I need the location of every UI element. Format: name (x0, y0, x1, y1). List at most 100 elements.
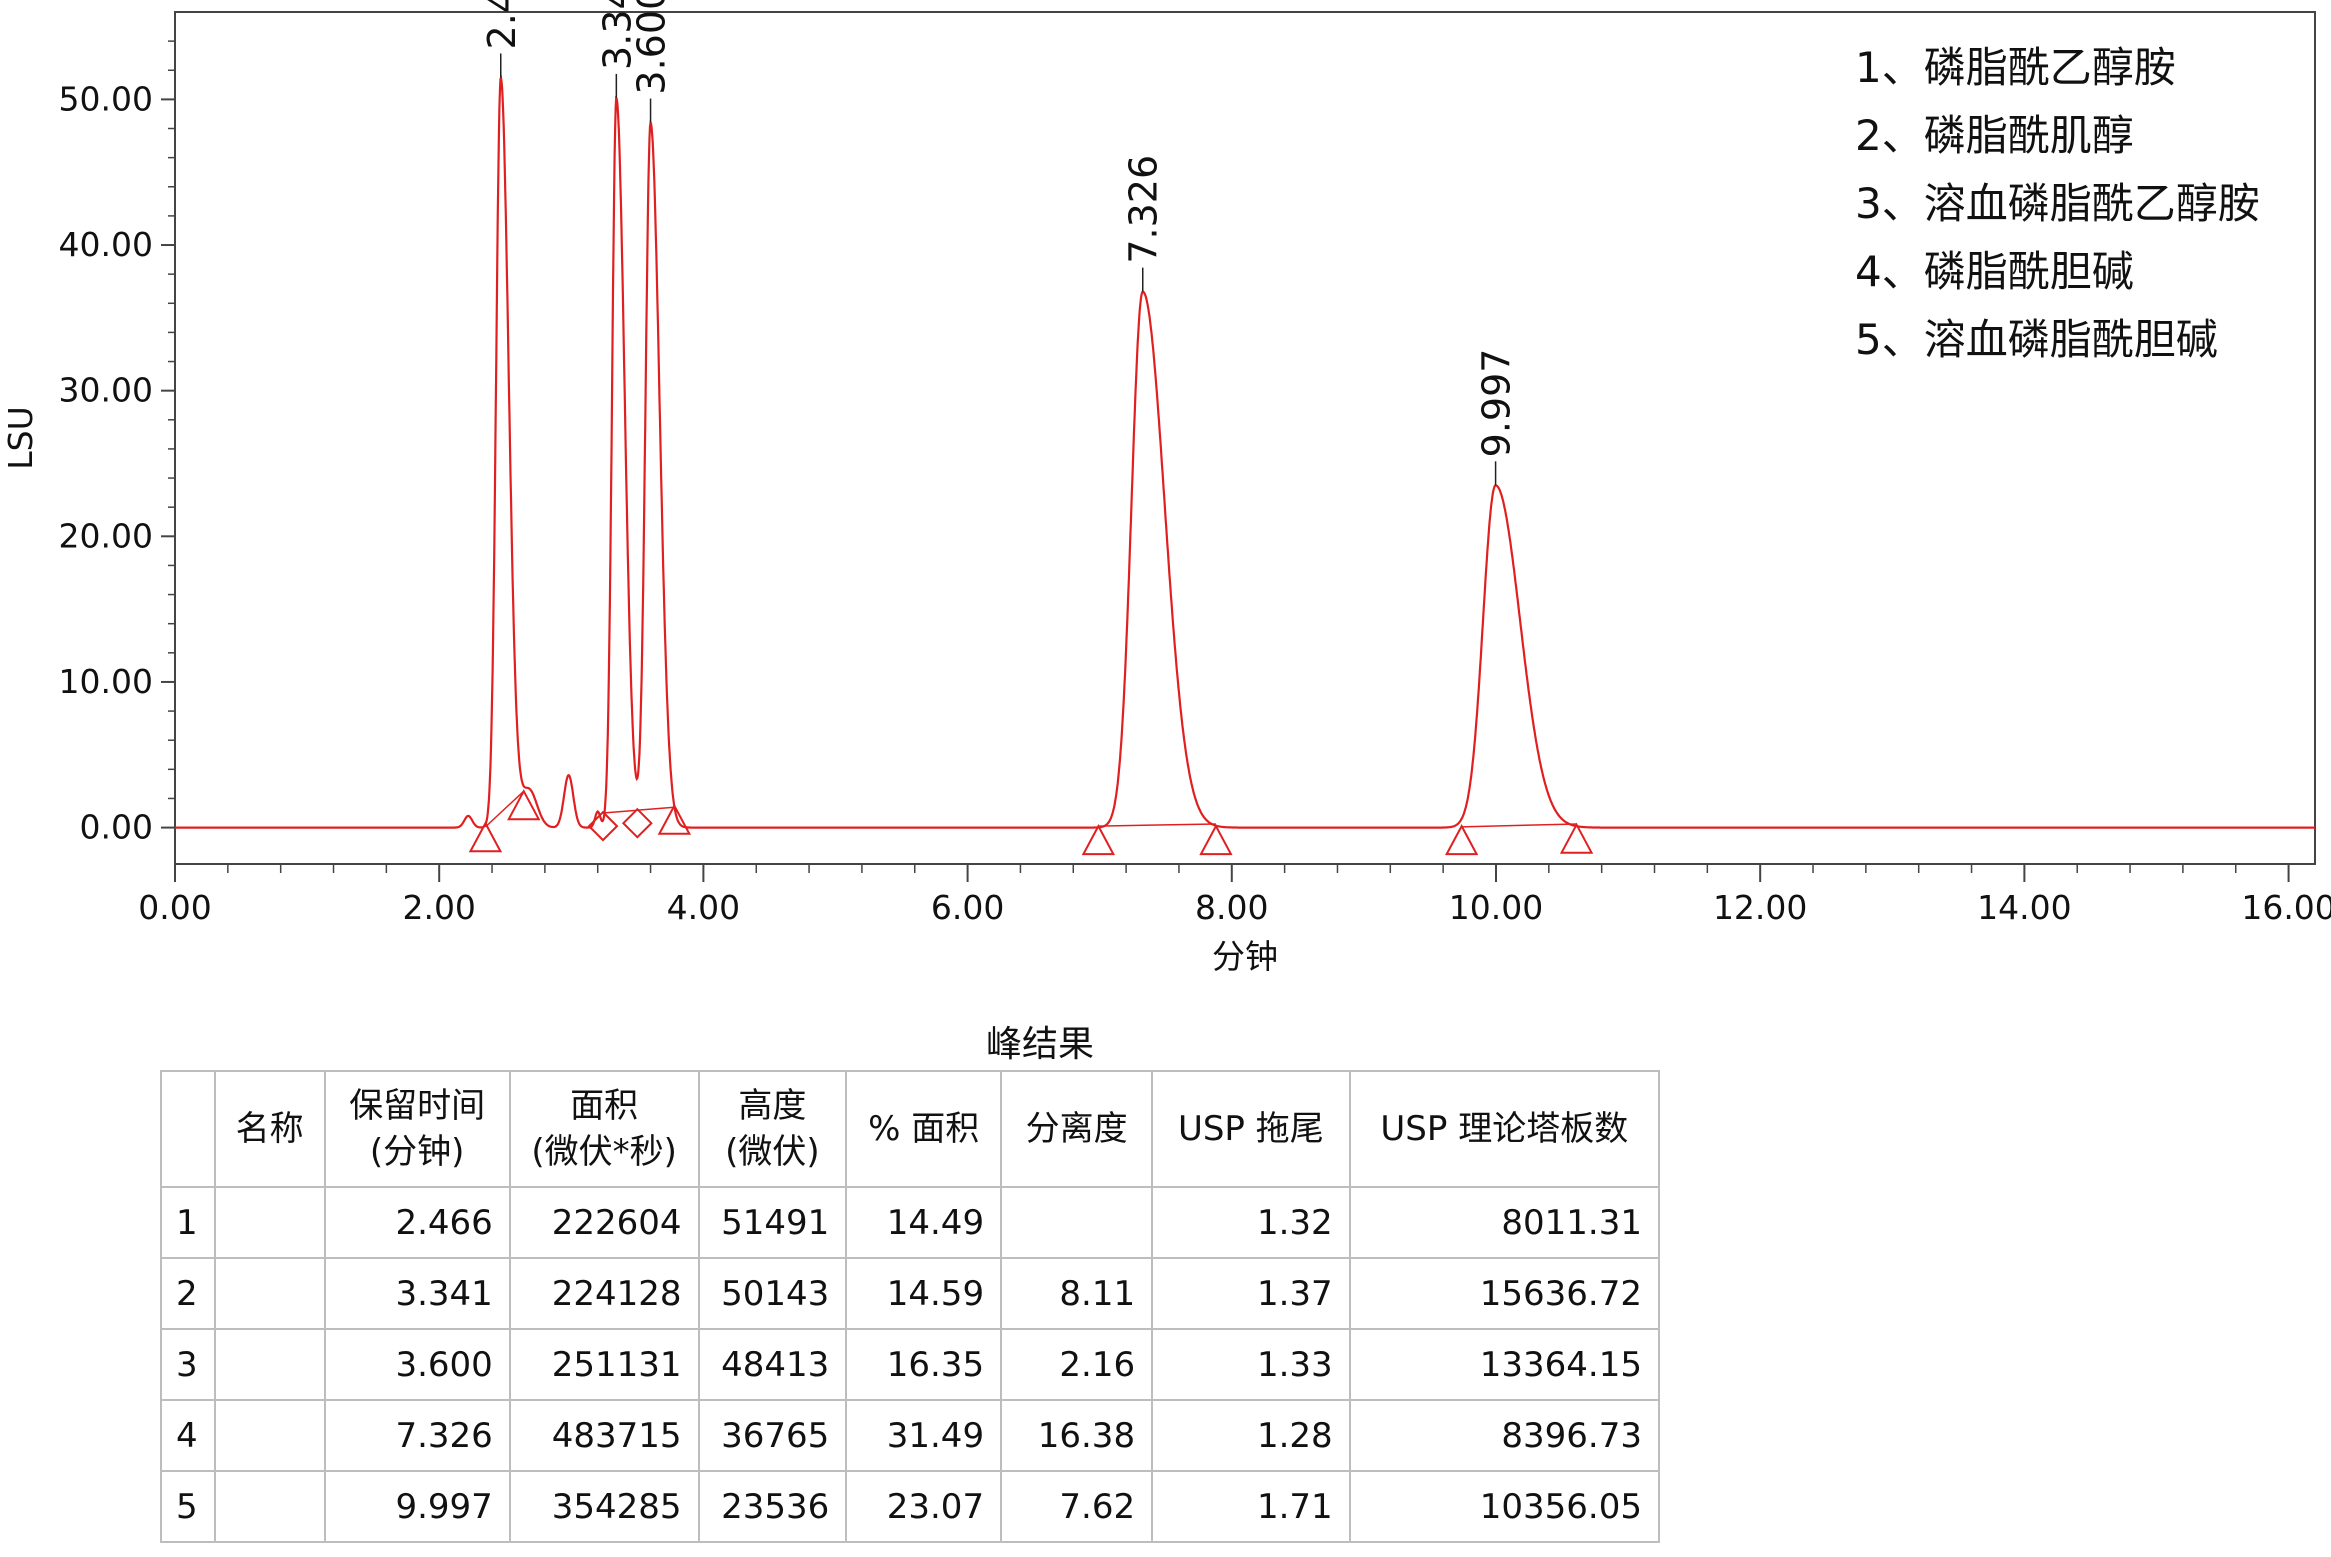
table-row: 5 9.997 354285 23536 23.07 7.62 1.71 10356.05 (160, 1470, 1661, 1543)
table-cell (213, 1186, 326, 1259)
table-cell: 2 (160, 1257, 216, 1330)
table-cell: 14.49 (845, 1186, 1003, 1259)
table-cell: 36765 (697, 1399, 848, 1472)
table-cell: 8011.31 (1348, 1186, 1661, 1259)
table-header-cell: 名称 (213, 1070, 326, 1188)
table-cell: 3.600 (323, 1328, 511, 1401)
y-tick-label: 50.00 (59, 79, 153, 118)
peak-label: 3.600 (630, 0, 674, 95)
table-row: 3 3.600 251131 48413 16.35 2.16 1.33 13364.15 (160, 1328, 1661, 1401)
table-cell: 1.71 (1151, 1470, 1351, 1543)
peak-results-table: 名称 保留时间 (分钟) 面积 (微伏*秒) 高度 (微伏)% 面积 分离度 USP 拖尾 USP… (160, 1070, 1661, 1543)
peak-label: 7.326 (1122, 155, 1166, 264)
x-tick-label: 12.00 (1713, 888, 1807, 927)
y-tick-label: 10.00 (59, 662, 153, 701)
peak-results-panel: 峰结果 名称 保留时间 (分钟) 面积 (微伏*秒) 高度 (微伏)% 面积 分离度 USP 拖… (160, 1020, 1661, 1543)
table-header-cell: 高度 (微伏) (697, 1070, 848, 1188)
table-cell: 16.38 (1000, 1399, 1154, 1472)
y-axis: 0.00 10.00 20.00 30.00 40.00 50.00 (59, 40, 175, 847)
y-tick-label: 40.00 (59, 225, 153, 264)
table-cell (213, 1470, 326, 1543)
table-cell: 23.07 (845, 1470, 1003, 1543)
table-cell: 31.49 (845, 1399, 1003, 1472)
y-tick-label: 0.00 (80, 808, 153, 847)
integration-baseline (1098, 823, 1216, 827)
x-tick-label: 8.00 (1195, 888, 1268, 927)
legend-entry: 4、磷脂酰胆碱 (1855, 247, 2134, 296)
table-cell: 10356.05 (1348, 1470, 1661, 1543)
table-cell: 483715 (508, 1399, 700, 1472)
baseline-marker (587, 810, 619, 842)
table-cell (213, 1328, 326, 1401)
table-cell: 2.466 (323, 1186, 511, 1259)
x-axis-title: 分钟 (1212, 937, 1278, 976)
x-tick-label: 10.00 (1449, 888, 1543, 927)
table-cell (1000, 1186, 1154, 1259)
x-tick-label: 16.00 (2241, 888, 2331, 927)
integration-baseline (1461, 823, 1577, 828)
table-row: 4 7.326 483715 36765 31.49 16.38 1.28 8396.73 (160, 1399, 1661, 1472)
table-cell: 8.11 (1000, 1257, 1154, 1330)
baseline-marker (1081, 824, 1116, 856)
legend-entry: 2、磷脂酰肌醇 (1855, 111, 2134, 160)
table-cell (213, 1257, 326, 1330)
table-header-cell: % 面积 (845, 1070, 1003, 1188)
table-cell: 50143 (697, 1257, 848, 1330)
table-cell (213, 1399, 326, 1472)
table-cell: 1.32 (1151, 1186, 1351, 1259)
baseline-marker (507, 789, 541, 821)
table-cell: 4 (160, 1399, 216, 1472)
baseline-marker (657, 803, 692, 835)
peak-label: 3.341 (595, 0, 639, 70)
peak-label: 9.997 (1475, 349, 1519, 458)
x-tick-label: 2.00 (402, 888, 475, 927)
table-cell: 251131 (508, 1328, 700, 1401)
baseline-marker (1199, 824, 1233, 856)
table-body: 1 2.466 222604 51491 14.49 1.32 8011.31 2 3.341 2… (160, 1186, 1661, 1543)
table-cell: 3.341 (323, 1257, 511, 1330)
table-row: 2 3.341 224128 50143 14.59 8.11 1.37 15636.72 (160, 1257, 1661, 1330)
table-cell: 5 (160, 1470, 216, 1543)
legend: 1、磷脂酰乙醇胺 2、磷脂酰肌醇 3、溶血磷脂酰乙醇胺 4、磷脂酰胆碱 5、溶血磷脂酰胆… (1855, 43, 2260, 364)
y-axis-title: LSU (1, 406, 40, 470)
baseline-marker (1444, 824, 1479, 856)
table-cell: 13364.15 (1348, 1328, 1661, 1401)
table-cell: 23536 (697, 1470, 848, 1543)
baseline-marker (1559, 822, 1594, 854)
table-header-cell: USP 理论塔板数 (1348, 1070, 1661, 1188)
table-row: 1 2.466 222604 51491 14.49 1.32 8011.31 (160, 1186, 1661, 1259)
legend-entry: 1、磷脂酰乙醇胺 (1855, 43, 2176, 92)
table-cell: 51491 (697, 1186, 848, 1259)
table-header-row: 名称 保留时间 (分钟) 面积 (微伏*秒) 高度 (微伏)% 面积 分离度 USP 拖尾 USP… (160, 1070, 1661, 1188)
x-axis: 0.00 2.00 4.00 6.00 8.00 10.00 12.00 14.00 16.00 (138, 864, 2331, 927)
integration-baseline (484, 790, 525, 828)
y-tick-label: 30.00 (59, 371, 153, 410)
table-cell: 1.28 (1151, 1399, 1351, 1472)
plot-frame (174, 11, 2316, 865)
x-tick-label: 6.00 (931, 888, 1004, 927)
table-cell: 15636.72 (1348, 1257, 1661, 1330)
table-cell: 48413 (697, 1328, 848, 1401)
legend-entry: 5、溶血磷脂酰胆碱 (1855, 315, 2218, 364)
x-tick-label: 4.00 (667, 888, 740, 927)
table-cell: 7.326 (323, 1399, 511, 1472)
table-cell: 8396.73 (1348, 1399, 1661, 1472)
table-header-cell: 面积 (微伏*秒) (508, 1070, 700, 1188)
table-header-cell: USP 拖尾 (1151, 1070, 1351, 1188)
chromatogram-trace (175, 74, 2315, 829)
baseline-marker (468, 821, 503, 853)
table-cell: 9.997 (323, 1470, 511, 1543)
table-cell: 224128 (508, 1257, 700, 1330)
table-cell: 7.62 (1000, 1470, 1154, 1543)
baseline-marker (621, 807, 653, 839)
table-cell: 354285 (508, 1470, 700, 1543)
table-cell: 222604 (508, 1186, 700, 1259)
table-cell: 1 (160, 1186, 216, 1259)
x-tick-label: 14.00 (1977, 888, 2071, 927)
table-header-cell: 分离度 (1000, 1070, 1154, 1188)
chromatogram-chart: 0.00 10.00 20.00 30.00 40.00 50.00 0.00 2.00 4.… (1, 0, 2331, 976)
table-cell: 16.35 (845, 1328, 1003, 1401)
results-title: 峰结果 (985, 1024, 1094, 1065)
table-header-cell: 保留时间 (分钟) (323, 1070, 511, 1188)
